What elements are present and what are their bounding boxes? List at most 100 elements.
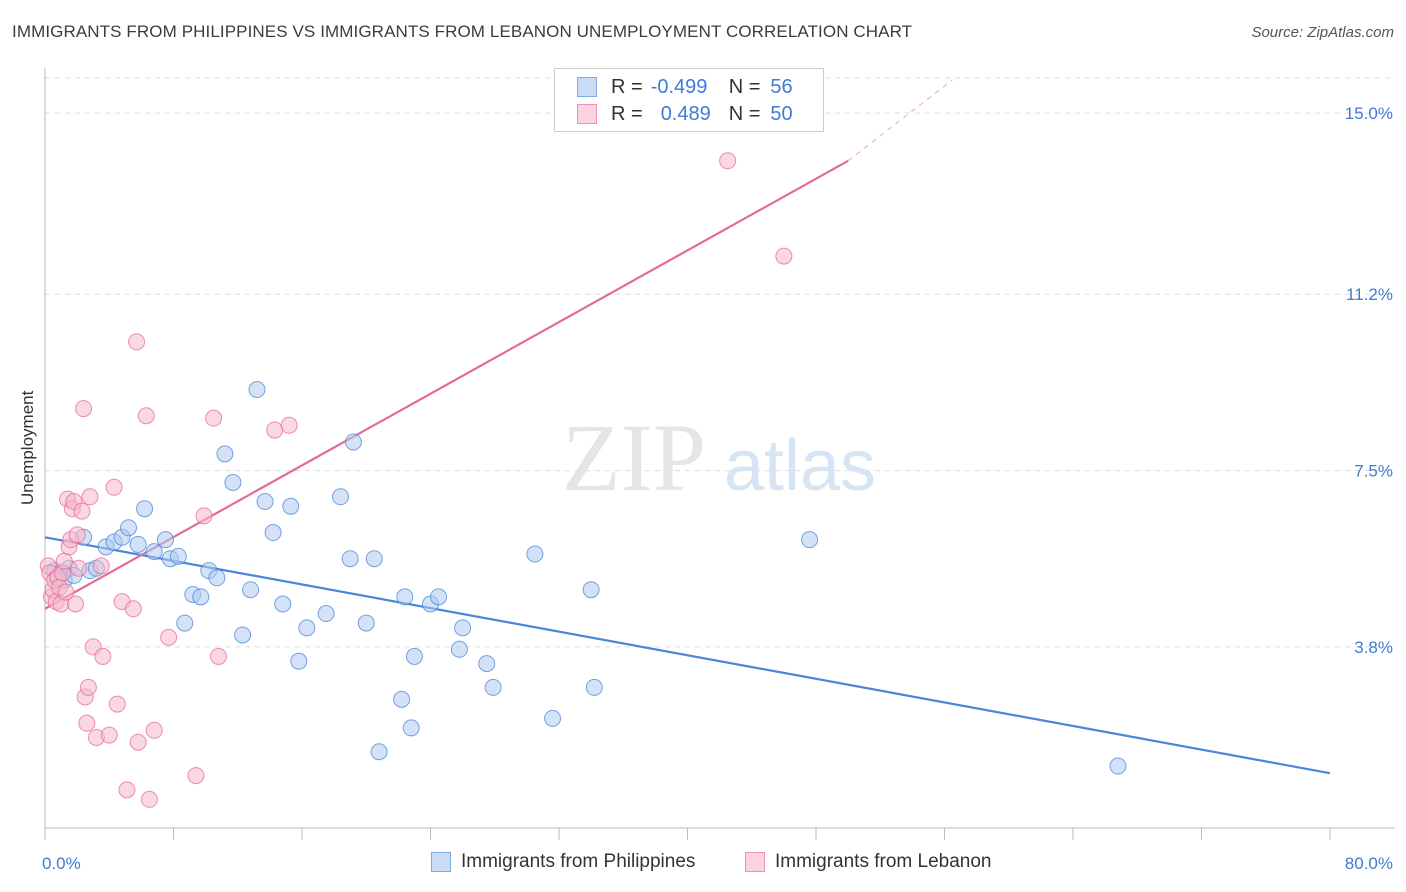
point-lebanon	[92, 557, 110, 575]
point-philippines	[393, 690, 411, 708]
point-lebanon	[79, 678, 97, 696]
watermark-atlas: atlas	[724, 426, 876, 506]
point-philippines	[370, 743, 388, 761]
point-lebanon	[94, 647, 112, 665]
x-tick-label: 0.0%	[42, 854, 81, 873]
point-philippines	[274, 595, 292, 613]
point-lebanon	[209, 647, 227, 665]
point-philippines	[396, 588, 414, 606]
point-philippines	[145, 543, 163, 561]
legend-r-value: -0.499	[650, 75, 708, 98]
point-philippines	[256, 493, 274, 511]
point-lebanon	[67, 595, 85, 613]
point-philippines	[1109, 757, 1127, 775]
tick-labels: 3.8% 7.5% 11.2% 15.0% 0.0% 80.0%	[42, 104, 1393, 873]
x-tick-label: 80.0%	[1345, 854, 1393, 873]
point-philippines	[526, 545, 544, 563]
point-lebanon	[129, 733, 147, 751]
point-philippines	[341, 550, 359, 568]
legend-r-label: R =	[611, 75, 643, 98]
point-philippines	[242, 581, 260, 599]
legend-row-lebanon: R = 0.489 N = 50	[577, 101, 793, 127]
point-lebanon	[57, 583, 75, 601]
y-tick-label: 7.5%	[1354, 462, 1393, 481]
source-label: Source: ZipAtlas.com	[1251, 24, 1394, 41]
point-philippines	[120, 519, 138, 537]
point-philippines	[450, 640, 468, 658]
point-lebanon	[124, 600, 142, 618]
point-philippines	[582, 581, 600, 599]
watermark: ZIP atlas	[562, 404, 876, 511]
legend-swatch-lebanon	[745, 852, 765, 872]
point-philippines	[484, 678, 502, 696]
point-philippines	[216, 445, 234, 463]
chart-title: IMMIGRANTS FROM PHILIPPINES VS IMMIGRANT…	[12, 22, 913, 41]
axes	[44, 68, 1395, 840]
point-philippines	[365, 550, 383, 568]
point-lebanon	[160, 628, 178, 646]
y-tick-label: 3.8%	[1354, 638, 1393, 657]
legend-n-label: N =	[728, 75, 761, 98]
trendlines	[44, 79, 1331, 775]
point-philippines	[317, 605, 335, 623]
point-philippines	[430, 588, 448, 606]
point-philippines	[402, 719, 420, 737]
point-lebanon	[73, 502, 91, 520]
point-lebanon	[140, 790, 158, 808]
point-philippines	[405, 647, 423, 665]
point-philippines	[224, 473, 242, 491]
point-philippines	[169, 547, 187, 565]
point-philippines	[801, 531, 819, 549]
point-philippines	[192, 588, 210, 606]
point-lebanon	[280, 416, 298, 434]
point-lebanon	[81, 488, 99, 506]
legend-swatch-lebanon	[577, 104, 597, 124]
point-lebanon	[100, 726, 118, 744]
legend-swatch-philippines	[431, 852, 451, 872]
point-philippines	[176, 614, 194, 632]
point-lebanon	[137, 407, 155, 425]
trendline-philippines	[44, 536, 1331, 775]
point-lebanon	[118, 781, 136, 799]
point-lebanon	[78, 714, 96, 732]
watermark-zip: ZIP	[562, 404, 706, 511]
legend-r-label: R =	[611, 102, 643, 125]
legend-n-label: N =	[728, 102, 761, 125]
point-philippines	[585, 678, 603, 696]
point-philippines	[136, 500, 154, 518]
trendline-lebanon	[44, 159, 849, 610]
point-lebanon	[128, 333, 146, 351]
legend-label-philippines: Immigrants from Philippines	[461, 851, 696, 872]
legend-label-lebanon: Immigrants from Lebanon	[775, 851, 992, 872]
point-philippines	[234, 626, 252, 644]
point-lebanon	[719, 152, 737, 170]
point-philippines	[264, 524, 282, 542]
point-lebanon	[187, 767, 205, 785]
legend-r-value: 0.489	[660, 102, 711, 125]
legend-item-lebanon: Immigrants from Lebanon	[745, 851, 992, 873]
legend-row-philippines: R = -0.499 N = 56	[577, 74, 793, 100]
data-points	[39, 152, 1127, 808]
point-philippines	[544, 709, 562, 727]
point-philippines	[357, 614, 375, 632]
point-lebanon	[775, 247, 793, 265]
y-axis-label: Unemployment	[18, 390, 37, 505]
point-lebanon	[105, 478, 123, 496]
point-lebanon	[195, 507, 213, 525]
legend-swatch-philippines	[577, 77, 597, 97]
point-lebanon	[108, 695, 126, 713]
legend-item-philippines: Immigrants from Philippines	[431, 851, 695, 873]
y-tick-label: 11.2%	[1346, 285, 1393, 304]
point-lebanon	[266, 421, 284, 439]
point-lebanon	[55, 552, 73, 570]
point-lebanon	[75, 400, 93, 418]
y-tick-label: 15.0%	[1345, 104, 1393, 123]
legend-n-value: 56	[770, 75, 793, 98]
point-philippines	[282, 497, 300, 515]
point-philippines	[156, 531, 174, 549]
point-lebanon	[205, 409, 223, 427]
point-philippines	[344, 433, 362, 451]
point-philippines	[208, 569, 226, 587]
point-lebanon	[70, 559, 88, 577]
